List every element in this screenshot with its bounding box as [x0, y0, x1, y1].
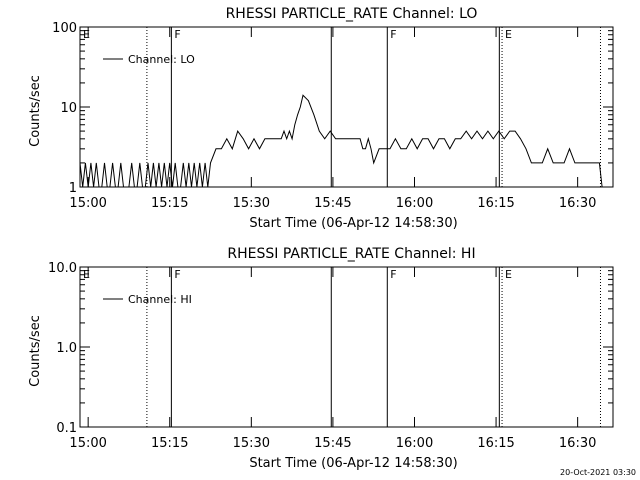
legend-entry: Channel: LO — [128, 53, 195, 66]
x-axis-label: Start Time (06-Apr-12 14:58:30) — [249, 456, 457, 471]
y-tick-label: 1 — [69, 181, 77, 196]
y-tick-label: 1.0 — [56, 341, 77, 356]
x-tick-label: 16:15 — [477, 436, 514, 451]
x-tick-label: 15:00 — [69, 436, 106, 451]
event-marker-label: E — [505, 28, 512, 41]
x-tick-label: 16:30 — [559, 436, 596, 451]
chart-panel-hi: RHESSI PARTICLE_RATE Channel: HI Counts/s… — [28, 246, 614, 471]
y-tick-label: 10 — [60, 101, 77, 116]
x-axis-label: Start Time (06-Apr-12 14:58:30) — [249, 216, 457, 231]
footer-timestamp: 20-Oct-2021 03:30 — [560, 468, 636, 477]
event-marker-label: E — [505, 268, 512, 281]
x-tick-label: 15:45 — [314, 196, 351, 211]
chart-title: RHESSI PARTICLE_RATE Channel: LO — [226, 6, 478, 22]
y-tick-label: 0.1 — [56, 421, 77, 436]
event-marker-label: F — [390, 28, 396, 41]
event-marker-label: F — [174, 268, 180, 281]
event-marker-label: E — [83, 28, 90, 41]
x-tick-label: 16:00 — [396, 196, 433, 211]
x-tick-label: 15:00 — [69, 196, 106, 211]
y-tick-label: 10.0 — [48, 261, 77, 276]
y-axis-label: Counts/sec — [28, 315, 43, 387]
x-tick-label: 16:30 — [559, 196, 596, 211]
y-axis-label: Counts/sec — [28, 75, 43, 147]
x-tick-label: 15:45 — [314, 436, 351, 451]
event-marker-label: E — [83, 268, 90, 281]
legend-entry: Channel: HI — [128, 293, 192, 306]
series-line-0 — [79, 94, 603, 188]
event-marker-label: F — [174, 28, 180, 41]
x-tick-label: 15:30 — [233, 196, 270, 211]
x-tick-label: 15:15 — [151, 196, 188, 211]
x-tick-label: 15:30 — [233, 436, 270, 451]
chart-title: RHESSI PARTICLE_RATE Channel: HI — [227, 246, 475, 262]
chart-panel-lo: RHESSI PARTICLE_RATE Channel: LO Counts/s… — [28, 6, 614, 231]
x-tick-label: 16:00 — [396, 436, 433, 451]
event-marker-label: F — [390, 268, 396, 281]
x-tick-label: 15:15 — [151, 436, 188, 451]
x-tick-label: 16:15 — [477, 196, 514, 211]
plot-frame — [79, 266, 614, 428]
y-tick-label: 100 — [52, 21, 77, 36]
